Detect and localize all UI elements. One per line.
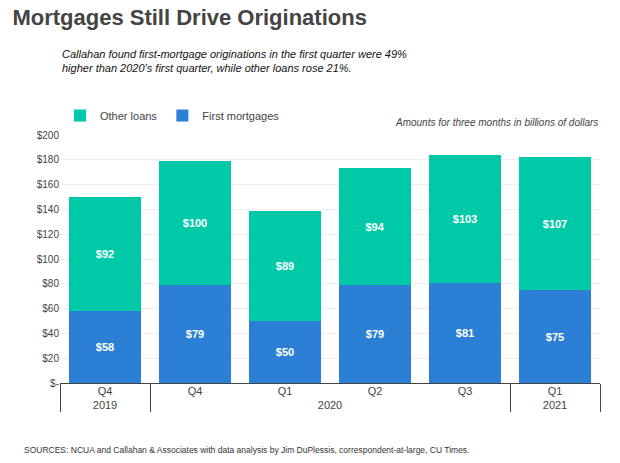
svg-text:2021: 2021 xyxy=(543,399,567,411)
svg-text:$-: $- xyxy=(50,378,59,389)
svg-text:$103: $103 xyxy=(453,213,477,225)
svg-text:2020: 2020 xyxy=(318,399,342,411)
svg-text:$81: $81 xyxy=(456,327,474,339)
svg-text:$107: $107 xyxy=(543,218,567,230)
svg-text:$40: $40 xyxy=(42,328,59,339)
svg-text:Q1: Q1 xyxy=(548,385,563,397)
svg-text:2019: 2019 xyxy=(93,399,117,411)
svg-text:$60: $60 xyxy=(42,303,59,314)
svg-text:Callahan found first-mortgage: Callahan found first-mortgage originatio… xyxy=(62,48,407,74)
svg-text:Q4: Q4 xyxy=(188,385,203,397)
svg-text:Q4: Q4 xyxy=(98,385,113,397)
svg-text:$200: $200 xyxy=(37,130,60,141)
svg-text:Q3: Q3 xyxy=(458,385,473,397)
svg-text:$94: $94 xyxy=(365,221,384,233)
svg-text:SOURCES: NCUA and Callahan & A: SOURCES: NCUA and Callahan & Associates … xyxy=(24,445,470,455)
svg-text:$100: $100 xyxy=(183,217,207,229)
svg-text:Other loans: Other loans xyxy=(100,110,157,122)
svg-text:$50: $50 xyxy=(276,346,294,358)
svg-text:$89: $89 xyxy=(276,260,294,272)
svg-text:Mortgages Still Drive Originat: Mortgages Still Drive Originations xyxy=(12,5,367,30)
svg-text:$80: $80 xyxy=(42,278,59,289)
svg-text:$79: $79 xyxy=(186,328,204,340)
svg-text:$92: $92 xyxy=(96,248,114,260)
svg-text:$160: $160 xyxy=(37,179,60,190)
svg-text:Q1: Q1 xyxy=(278,385,293,397)
svg-text:$100: $100 xyxy=(37,254,60,265)
svg-text:Amounts for three months in bi: Amounts for three months in billions of … xyxy=(395,117,598,128)
svg-text:$79: $79 xyxy=(366,328,384,340)
svg-text:Q2: Q2 xyxy=(368,385,383,397)
svg-text:$140: $140 xyxy=(37,204,60,215)
svg-text:$180: $180 xyxy=(37,154,60,165)
svg-text:First mortgages: First mortgages xyxy=(202,110,279,122)
svg-text:$20: $20 xyxy=(42,353,59,364)
svg-text:$75: $75 xyxy=(546,331,564,343)
svg-text:$120: $120 xyxy=(37,229,60,240)
svg-text:$58: $58 xyxy=(96,341,114,353)
